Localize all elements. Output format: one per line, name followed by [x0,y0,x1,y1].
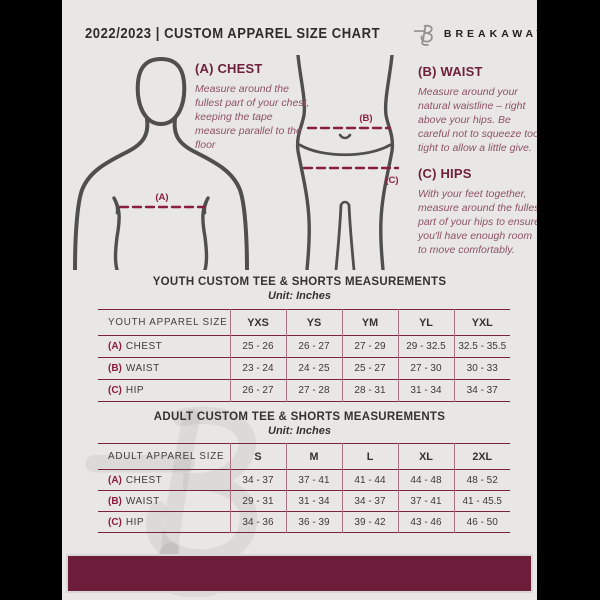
size-value-cell: 26 - 27 [229,379,286,402]
chest-instruction: (A) CHEST Measure around the fullest par… [195,61,313,153]
row-prefix: (B) [108,495,122,507]
size-value-cell: 44 - 48 [397,469,454,491]
footer-accent-bar [66,554,533,593]
size-value-cell: 32.5 - 35.5 [453,335,510,358]
size-value-cell: 34 - 37 [229,469,286,491]
column-header: S [229,443,286,470]
size-value-cell: 34 - 36 [229,511,286,533]
column-header: YOUTH APPAREL SIZE [108,317,228,328]
adult-table-header-row: ADULT APPAREL SIZE S M L XL 2XL [98,443,510,470]
column-header: YS [285,309,342,336]
row-label-text: CHEST [125,474,163,486]
column-header: YL [397,309,454,336]
size-value-cell: 27 - 30 [397,357,454,380]
row-prefix: (A) [108,341,122,352]
column-header: 2XL [453,443,510,470]
column-header: YM [341,309,398,336]
table-row: (C) HIP 26 - 27 27 - 28 28 - 31 31 - 34 3… [98,379,510,402]
column-header: YXS [229,309,286,336]
page-title: 2022/2023 | CUSTOM APPAREL SIZE CHART [85,26,381,42]
row-label: (C) HIP [98,512,230,533]
size-value-cell: 43 - 46 [397,511,454,533]
size-value-cell: 23 - 24 [229,357,286,380]
column-header: XL [397,443,454,470]
waist-instruction-body: Measure around your natural waistline – … [418,86,537,154]
column-header: L [341,443,398,470]
size-value-cell: 28 - 31 [341,379,398,402]
chest-line-label: (A) [155,192,168,203]
waist-instruction-heading: (B) WAIST [418,64,483,79]
row-label: (A) CHEST [98,470,230,491]
size-value-cell: 46 - 50 [453,511,510,533]
brand-name: BREAKAWAY [443,28,537,40]
column-header: YXL [453,309,510,336]
size-value-cell: 41 - 44 [341,469,398,491]
size-value-cell: 41 - 45.5 [453,490,510,512]
column-header: ADULT APPAREL SIZE [108,451,225,462]
row-label-text: WAIST [125,495,160,507]
size-value-cell: 26 - 27 [285,335,342,358]
brand-lockup: BREAKAWAY [413,23,537,46]
table-row: (A) CHEST 34 - 37 37 - 41 41 - 44 44 - 48… [98,469,510,491]
hips-instruction-body: With your feet together, measure around … [418,188,537,256]
lower-body-figure: (B) (C) [295,55,400,270]
table-row: (C) HIP 34 - 36 36 - 39 39 - 42 43 - 46 4… [98,511,510,533]
row-label-text: HIP [125,385,145,396]
row-label: (A) CHEST [98,336,230,358]
youth-size-table: YOUTH APPAREL SIZE YXS YS YM YL YXL (A) C… [98,309,510,402]
size-value-cell: 29 - 32.5 [397,335,454,358]
hips-instruction: (C) HIPS With your feet together, measur… [418,166,537,258]
adult-table-title: ADULT CUSTOM TEE & SHORTS MEASUREMENTS [153,411,446,423]
table-row: (B) WAIST 29 - 31 31 - 34 34 - 37 37 - 41… [98,490,510,512]
row-prefix: (A) [108,474,122,486]
size-value-cell: 36 - 39 [285,511,342,533]
row-prefix: (C) [108,385,122,396]
size-value-cell: 34 - 37 [453,379,510,402]
row-prefix: (C) [108,516,122,528]
row-label-text: CHEST [125,341,163,352]
row-label: (C) HIP [98,380,230,402]
size-value-cell: 37 - 41 [285,469,342,491]
size-value-cell: 30 - 33 [453,357,510,380]
breakaway-logo-icon [413,24,433,46]
torso-figure: (A) [73,57,249,270]
size-value-cell: 27 - 29 [341,335,398,358]
size-value-cell: 39 - 42 [341,511,398,533]
size-value-cell: 31 - 34 [285,490,342,512]
document-header: 2022/2023 | CUSTOM APPAREL SIZE CHART BR… [85,21,537,47]
row-prefix: (B) [108,363,122,374]
column-header: M [285,443,342,470]
hips-line-label: (C) [385,175,398,186]
size-value-cell: 25 - 26 [229,335,286,358]
table-row: (A) CHEST 25 - 26 26 - 27 27 - 29 29 - 32… [98,335,510,358]
size-chart-document: 2022/2023 | CUSTOM APPAREL SIZE CHART BR… [62,0,537,600]
youth-table-unit: Unit: Inches [268,290,331,302]
size-value-cell: 31 - 34 [397,379,454,402]
chest-instruction-heading: (A) CHEST [195,61,263,76]
size-value-cell: 29 - 31 [229,490,286,512]
chest-instruction-body: Measure around the fullest part of your … [195,83,310,151]
waist-instruction: (B) WAIST Measure around your natural wa… [418,64,537,156]
row-label: (B) WAIST [98,358,230,380]
table-row: (B) WAIST 23 - 24 24 - 25 25 - 27 27 - 30… [98,357,510,380]
adult-size-table: ADULT APPAREL SIZE S M L XL 2XL (A) CHEST… [98,443,510,533]
hips-instruction-heading: (C) HIPS [418,166,472,181]
row-label: (B) WAIST [98,491,230,512]
row-label-text: HIP [125,516,145,528]
size-value-cell: 34 - 37 [341,490,398,512]
size-value-cell: 25 - 27 [341,357,398,380]
size-value-cell: 24 - 25 [285,357,342,380]
size-value-cell: 48 - 52 [453,469,510,491]
size-value-cell: 27 - 28 [285,379,342,402]
size-value-cell: 37 - 41 [397,490,454,512]
row-label-text: WAIST [125,363,160,374]
adult-table-unit: Unit: Inches [268,425,331,437]
youth-table-header-row: YOUTH APPAREL SIZE YXS YS YM YL YXL [98,309,510,336]
waist-line-label: (B) [359,113,372,124]
youth-table-title: YOUTH CUSTOM TEE & SHORTS MEASUREMENTS [152,276,447,288]
